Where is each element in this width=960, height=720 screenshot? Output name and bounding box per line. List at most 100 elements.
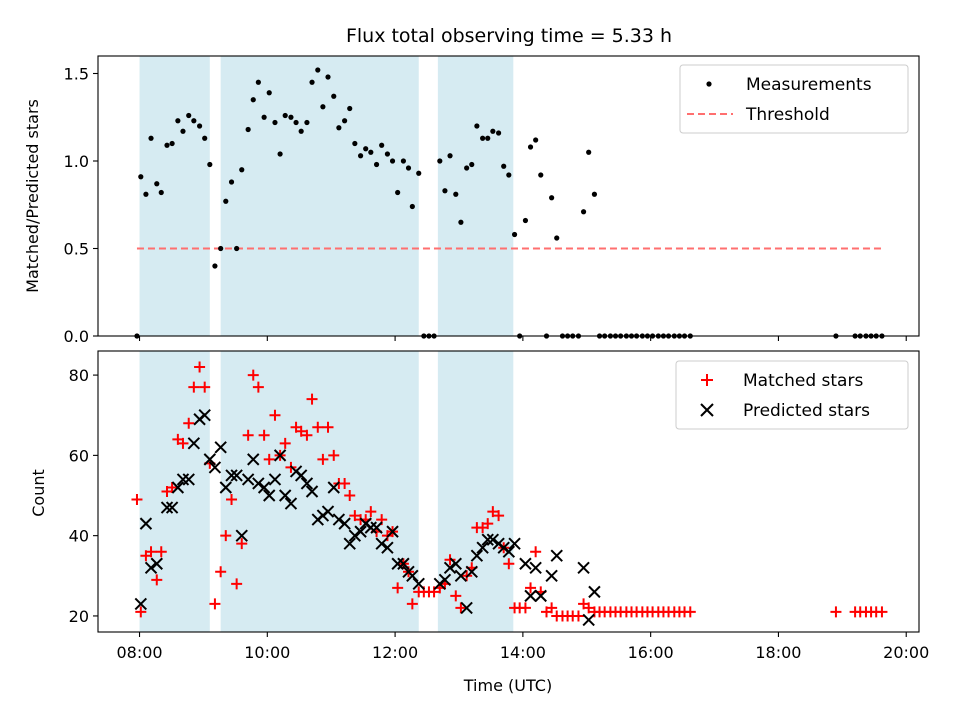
predicted-point-17 bbox=[230, 469, 243, 482]
x-tick-label-4: 16:00 bbox=[628, 643, 674, 662]
measurement-point-79 bbox=[554, 235, 560, 241]
predicted-point-2 bbox=[144, 561, 158, 574]
measurement-point-65 bbox=[480, 135, 486, 141]
predicted-point-70 bbox=[534, 589, 547, 603]
bot-y-tick-label-2: 60 bbox=[69, 446, 89, 465]
measurement-point-70 bbox=[506, 172, 512, 178]
predicted-point-7 bbox=[176, 473, 190, 486]
matched-point-73 bbox=[519, 602, 531, 614]
measurement-point-33 bbox=[309, 79, 315, 85]
matched-point-36 bbox=[322, 421, 334, 433]
measurement-point-51 bbox=[405, 165, 412, 171]
measurement-point-48 bbox=[389, 158, 396, 164]
measurement-point-75 bbox=[533, 137, 539, 143]
measurement-point-14 bbox=[207, 161, 213, 168]
predicted-point-40 bbox=[354, 525, 367, 538]
ratio-panel: 0.0 0.5 1.0 1.5 Matched/Predicted stars Mea… bbox=[23, 55, 920, 346]
measurement-point-50 bbox=[400, 158, 406, 164]
predicted-point-72 bbox=[550, 549, 563, 562]
predicted-point-22 bbox=[257, 481, 271, 494]
ratio-y-axis-label: Matched/Predicted stars bbox=[23, 99, 42, 293]
bot-y-tick-label-0: 20 bbox=[69, 607, 89, 626]
predicted-point-57 bbox=[460, 601, 473, 615]
predicted-point-20 bbox=[247, 453, 260, 466]
matched-point-23 bbox=[252, 381, 264, 393]
matched-point-68 bbox=[493, 510, 505, 522]
matched-point-66 bbox=[482, 518, 494, 530]
predicted-point-8 bbox=[182, 473, 195, 486]
ratio-legend-box bbox=[679, 64, 909, 134]
measurement-point-30 bbox=[293, 119, 299, 126]
matched-point-75 bbox=[530, 546, 542, 558]
predicted-point-35 bbox=[327, 481, 340, 494]
x-tick-label-5: 18:00 bbox=[755, 643, 801, 662]
measurement-point-1 bbox=[138, 174, 144, 180]
measurement-point-36 bbox=[325, 74, 331, 80]
matched-point-67 bbox=[487, 506, 499, 518]
x-tick-label-1: 10:00 bbox=[244, 643, 290, 662]
measurement-point-86 bbox=[591, 191, 598, 197]
predicted-point-26 bbox=[278, 489, 292, 502]
top-y-tick-label-2: 1.0 bbox=[64, 152, 89, 171]
measurement-point-74 bbox=[527, 144, 534, 150]
matched-point-1 bbox=[135, 606, 147, 618]
predicted-point-31 bbox=[305, 485, 319, 498]
predicted-point-45 bbox=[381, 541, 394, 554]
predicted-point-60 bbox=[476, 541, 489, 554]
predicted-point-34 bbox=[321, 505, 335, 518]
ratio-shaded-intervals bbox=[139, 56, 514, 336]
measurement-point-45 bbox=[373, 161, 380, 168]
matched-point-18 bbox=[226, 494, 238, 506]
legend-predicted-label: Predicted stars bbox=[743, 401, 870, 421]
legend-threshold-label: Threshold bbox=[745, 105, 830, 125]
matched-point-78 bbox=[546, 602, 558, 614]
measurement-point-20 bbox=[239, 167, 245, 173]
x-axis-label: Time (UTC) bbox=[463, 676, 552, 695]
predicted-point-65 bbox=[502, 545, 516, 558]
predicted-point-42 bbox=[364, 521, 378, 534]
predicted-point-53 bbox=[438, 573, 452, 587]
x-tick-label-3: 14:00 bbox=[500, 643, 546, 662]
measurement-point-38 bbox=[336, 125, 342, 131]
x-tick-label-6: 20:00 bbox=[883, 643, 929, 662]
matched-point-49 bbox=[392, 582, 404, 594]
matched-point-10 bbox=[183, 417, 195, 429]
measurement-point-31 bbox=[298, 128, 304, 134]
predicted-point-9 bbox=[187, 437, 201, 450]
measurement-point-4 bbox=[154, 181, 160, 187]
top-band-1 bbox=[220, 56, 419, 336]
predicted-point-18 bbox=[235, 529, 248, 542]
matched-point-3 bbox=[145, 546, 157, 558]
predicted-point-6 bbox=[171, 481, 185, 494]
measurement-point-44 bbox=[368, 149, 374, 155]
measurement-point-61 bbox=[458, 219, 464, 225]
matched-point-105 bbox=[830, 606, 842, 618]
matched-point-104 bbox=[684, 606, 696, 618]
matched-point-7 bbox=[166, 481, 178, 493]
measurement-point-12 bbox=[196, 123, 203, 129]
matched-point-25 bbox=[263, 453, 275, 465]
bot-band-1 bbox=[220, 351, 419, 632]
matched-point-17 bbox=[220, 530, 232, 542]
ratio-x-ticks bbox=[138, 336, 907, 341]
measurement-point-39 bbox=[342, 118, 348, 124]
measurement-point-66 bbox=[485, 135, 491, 141]
matched-point-70 bbox=[503, 558, 515, 570]
bot-y-tick-label-3: 80 bbox=[69, 366, 89, 385]
predicted-point-21 bbox=[252, 477, 265, 490]
measurement-point-6 bbox=[164, 142, 170, 148]
predicted-point-23 bbox=[263, 489, 276, 502]
legend-matched-label: Matched stars bbox=[743, 371, 863, 391]
measurement-point-53 bbox=[416, 170, 422, 176]
top-y-tick-label-0: 0.0 bbox=[64, 327, 89, 346]
predicted-point-27 bbox=[284, 497, 298, 510]
matched-point-0 bbox=[131, 494, 143, 506]
measurement-point-76 bbox=[538, 172, 544, 178]
matched-point-15 bbox=[209, 598, 221, 610]
predicted-point-1 bbox=[139, 517, 153, 530]
ratio-plot-frame bbox=[97, 55, 920, 337]
x-tick-label-0: 08:00 bbox=[116, 643, 162, 662]
predicted-point-50 bbox=[406, 569, 419, 583]
predicted-stars-series bbox=[134, 409, 601, 627]
x-tick-label-2: 12:00 bbox=[372, 643, 418, 662]
